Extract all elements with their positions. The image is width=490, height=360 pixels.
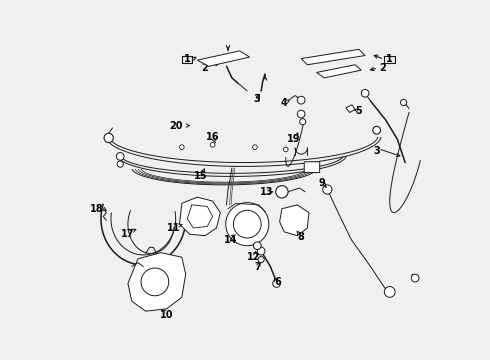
Text: 13: 13	[260, 187, 273, 197]
Text: 19: 19	[287, 134, 300, 144]
Text: 8: 8	[298, 232, 305, 242]
Circle shape	[233, 210, 261, 238]
Circle shape	[272, 280, 280, 287]
FancyBboxPatch shape	[304, 162, 319, 172]
Circle shape	[300, 119, 306, 125]
Text: 1: 1	[386, 54, 393, 64]
Polygon shape	[301, 49, 365, 65]
Text: 2: 2	[379, 63, 386, 73]
Text: 20: 20	[170, 121, 183, 131]
Circle shape	[258, 256, 264, 263]
Text: 4: 4	[281, 98, 288, 108]
Circle shape	[297, 96, 305, 104]
Text: 15: 15	[195, 171, 208, 181]
Text: 5: 5	[356, 106, 362, 116]
Text: 2: 2	[201, 63, 208, 73]
Polygon shape	[179, 197, 220, 236]
Text: 16: 16	[206, 132, 220, 142]
Circle shape	[400, 99, 407, 105]
Text: 6: 6	[275, 277, 281, 287]
Text: 9: 9	[318, 178, 325, 188]
Circle shape	[104, 133, 113, 143]
Circle shape	[253, 242, 261, 249]
Circle shape	[283, 147, 288, 152]
Polygon shape	[317, 65, 361, 78]
Text: 1: 1	[184, 54, 191, 64]
Text: 10: 10	[160, 310, 173, 320]
Text: 11: 11	[168, 223, 181, 233]
Circle shape	[117, 161, 123, 167]
Text: 18: 18	[90, 204, 104, 214]
Circle shape	[226, 203, 269, 246]
Text: 7: 7	[254, 261, 261, 271]
Circle shape	[297, 110, 305, 118]
Circle shape	[141, 268, 169, 296]
Circle shape	[276, 186, 288, 198]
Circle shape	[411, 274, 419, 282]
Polygon shape	[128, 253, 186, 311]
Text: 3: 3	[253, 94, 260, 104]
Text: 14: 14	[223, 235, 237, 244]
Circle shape	[257, 247, 265, 255]
Circle shape	[253, 145, 257, 149]
Circle shape	[323, 185, 332, 194]
Circle shape	[384, 287, 395, 297]
Polygon shape	[197, 51, 249, 66]
Circle shape	[361, 89, 369, 97]
Text: 17: 17	[121, 229, 135, 239]
Polygon shape	[280, 205, 309, 236]
Polygon shape	[346, 105, 355, 112]
Circle shape	[117, 153, 124, 160]
Circle shape	[179, 145, 184, 149]
Circle shape	[210, 143, 215, 147]
Circle shape	[373, 126, 381, 134]
Text: 3: 3	[373, 146, 380, 156]
Text: 12: 12	[246, 252, 260, 262]
